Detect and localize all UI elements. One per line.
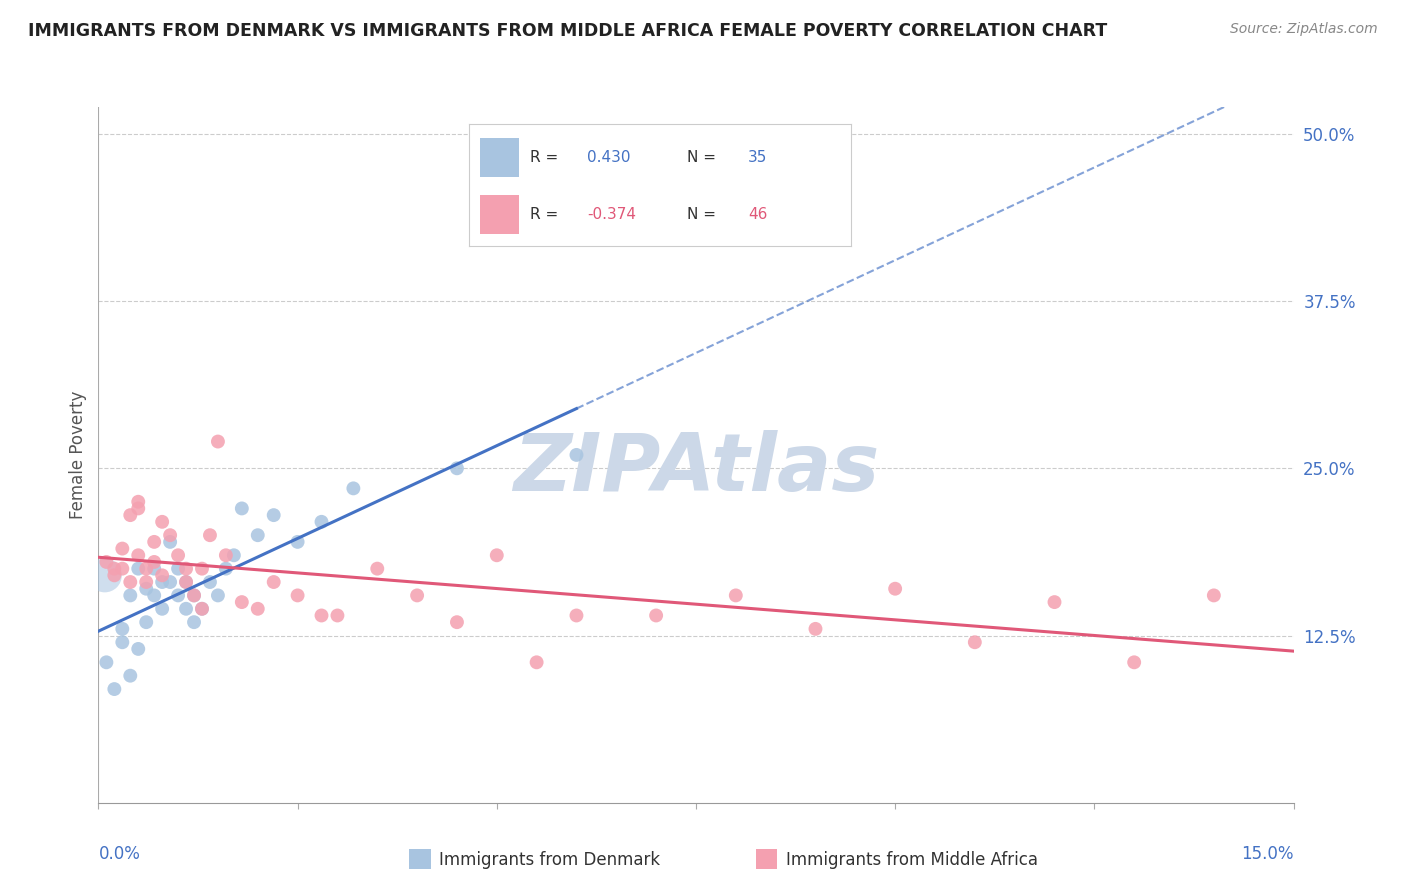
Point: [174, 602, 197, 616]
Point: [565, 608, 588, 623]
Text: Immigrants from Middle Africa: Immigrants from Middle Africa: [786, 851, 1038, 869]
Point: [120, 589, 142, 603]
Point: [406, 589, 429, 603]
Point: [246, 528, 269, 542]
Point: [963, 635, 986, 649]
Point: [183, 589, 205, 603]
Point: [135, 562, 157, 576]
Point: [1202, 589, 1225, 603]
Point: [526, 655, 548, 669]
Point: [174, 575, 197, 590]
Point: [127, 562, 149, 576]
Point: [485, 548, 508, 563]
Point: [1043, 595, 1066, 609]
Point: [1123, 655, 1146, 669]
Point: [191, 562, 214, 576]
Point: [191, 602, 214, 616]
Point: [183, 589, 205, 603]
Point: [120, 669, 142, 683]
Point: [191, 602, 214, 616]
Point: [127, 501, 149, 516]
Point: [311, 608, 333, 623]
Point: [150, 602, 173, 616]
Point: [111, 622, 134, 636]
Point: [143, 555, 166, 569]
Point: [174, 562, 197, 576]
Text: 15.0%: 15.0%: [1241, 845, 1294, 863]
Point: [246, 602, 269, 616]
Point: [135, 615, 157, 630]
Point: [111, 562, 134, 576]
Point: [263, 575, 285, 590]
Point: [366, 562, 388, 576]
Text: IMMIGRANTS FROM DENMARK VS IMMIGRANTS FROM MIDDLE AFRICA FEMALE POVERTY CORRELAT: IMMIGRANTS FROM DENMARK VS IMMIGRANTS FR…: [28, 22, 1108, 40]
Point: [565, 448, 588, 462]
Point: [120, 575, 142, 590]
Point: [215, 562, 238, 576]
Point: [287, 535, 309, 549]
Point: [127, 642, 149, 657]
Point: [159, 535, 181, 549]
Point: [111, 541, 134, 556]
Point: [207, 589, 229, 603]
Point: [96, 555, 118, 569]
Point: [111, 635, 134, 649]
Point: [167, 589, 190, 603]
Point: [198, 528, 221, 542]
Point: [120, 508, 142, 523]
Point: [96, 655, 118, 669]
Point: [167, 548, 190, 563]
Point: [103, 681, 125, 696]
Point: [446, 461, 468, 475]
Point: [207, 434, 229, 449]
Point: [103, 568, 125, 582]
Point: [103, 562, 125, 576]
Point: [159, 528, 181, 542]
Point: [183, 615, 205, 630]
Point: [150, 575, 173, 590]
Point: [884, 582, 907, 596]
Point: [167, 562, 190, 576]
Point: [198, 575, 221, 590]
Point: [159, 575, 181, 590]
Point: [326, 608, 349, 623]
Point: [645, 608, 668, 623]
Point: [342, 482, 364, 496]
Point: [135, 582, 157, 596]
Point: [143, 562, 166, 576]
Point: [143, 589, 166, 603]
Point: [143, 535, 166, 549]
Y-axis label: Female Poverty: Female Poverty: [69, 391, 87, 519]
Text: ZIPAtlas: ZIPAtlas: [513, 430, 879, 508]
Point: [263, 508, 285, 523]
Point: [150, 515, 173, 529]
Point: [127, 548, 149, 563]
Point: [94, 568, 117, 582]
Point: [127, 494, 149, 508]
Point: [287, 589, 309, 603]
Point: [231, 595, 253, 609]
Point: [446, 615, 468, 630]
Text: 0.0%: 0.0%: [98, 845, 141, 863]
Point: [724, 589, 747, 603]
Text: Source: ZipAtlas.com: Source: ZipAtlas.com: [1230, 22, 1378, 37]
Point: [222, 548, 245, 563]
Point: [804, 622, 827, 636]
Text: Immigrants from Denmark: Immigrants from Denmark: [439, 851, 661, 869]
Point: [135, 575, 157, 590]
Point: [215, 548, 238, 563]
Point: [231, 501, 253, 516]
Point: [311, 515, 333, 529]
Point: [150, 568, 173, 582]
Point: [174, 575, 197, 590]
